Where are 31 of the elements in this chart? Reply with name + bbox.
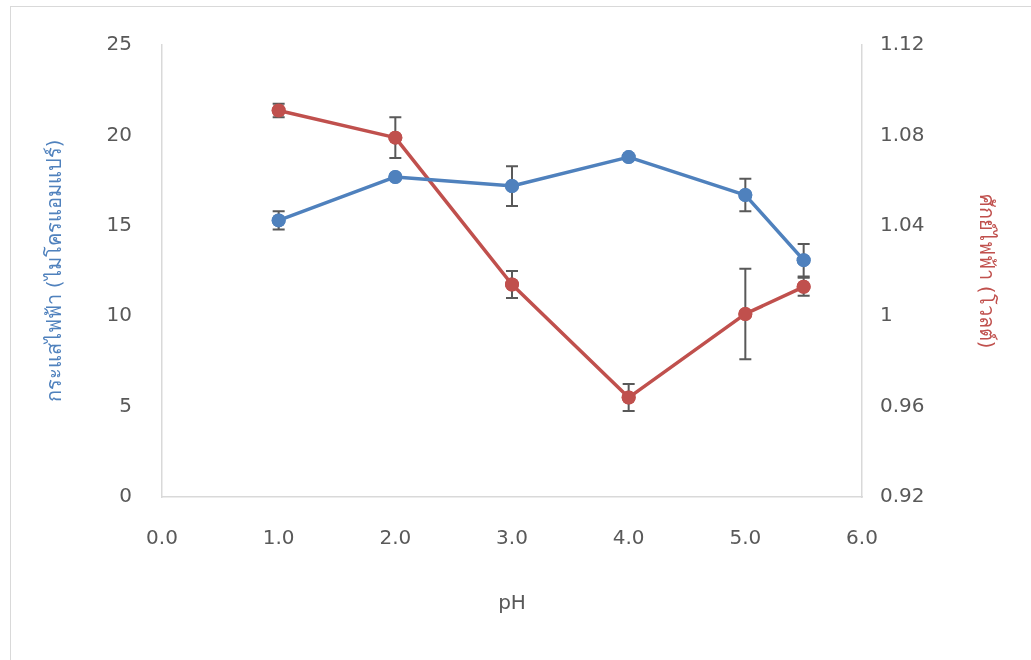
y-tick-label: 20 [106,121,132,146]
y2-tick-label: 1 [880,302,893,327]
y2-axis-title: ศักย์ไฟฟ้า (โวลต์) [974,193,999,349]
point [738,306,753,321]
x-tick-label: 2.0 [379,525,412,550]
point [505,277,519,292]
x-tick-label: 6.0 [846,525,878,550]
x-axis-title: pH [498,590,526,615]
point [388,169,403,184]
point [621,150,636,165]
point [621,390,636,405]
point [738,188,753,203]
y2-tick-label: 1.12 [880,31,925,56]
point [505,179,519,194]
x-tick-label: 1.0 [262,525,295,550]
y-axis-title: กระแสไฟฟ้า (ไมโครแอมแปร์) [42,139,67,403]
x-tick-label: 5.0 [729,525,762,550]
y2-tick-label: 0.96 [880,392,925,417]
y-tick-label: 0 [119,483,132,508]
y-tick-label: 5 [119,392,132,417]
x-tick-label: 4.0 [612,525,645,550]
y-tick-label: 10 [106,302,132,327]
y2-tick-label: 1.08 [880,121,925,146]
y-tick-label: 15 [106,212,132,236]
point [388,130,403,145]
y2-tick-label: 0.92 [880,483,925,508]
x-tick-label: 3.0 [496,525,528,550]
y-tick-label: 25 [106,31,132,56]
point [796,253,811,268]
x-tick-label: 0.0 [146,525,178,550]
y2-tick-label: 1.04 [880,212,925,236]
